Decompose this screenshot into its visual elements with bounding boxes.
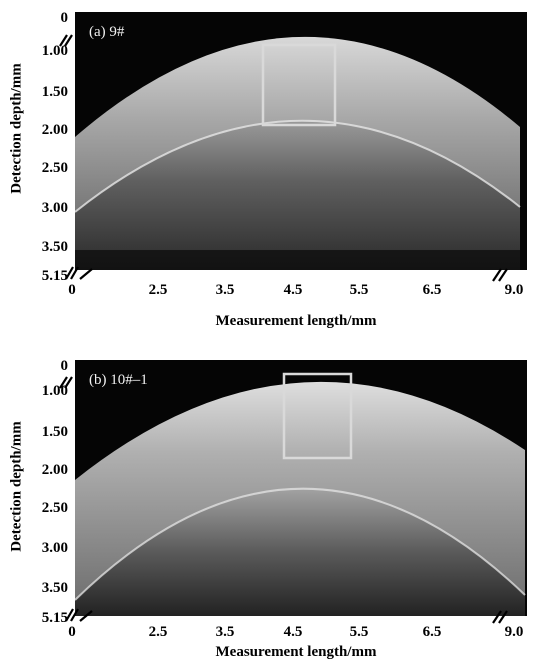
y-axis-label-a: Detection depth/mm: [8, 63, 25, 194]
tissue-lower-layer-a: [75, 120, 520, 270]
panel-label-a: (a) 9#: [89, 24, 125, 40]
oct-scan-image-a: (a) 9#: [75, 12, 527, 270]
x-tick-label-b: 2.5: [148, 624, 168, 640]
axis-break-mark: [65, 266, 93, 280]
layer-boundary-b: [75, 487, 526, 601]
tissue-lower-layer-b: [75, 488, 525, 616]
y-tick-label-a: 1.50: [41, 84, 68, 100]
y-tick-label-b: 0: [60, 358, 69, 374]
x-tick-label-a: 4.5: [283, 282, 303, 298]
figure-panel-b: (b) 10#–1 Detection depth/mm 0 1.00 1.50…: [0, 352, 535, 666]
y-tick-label-a: 0: [60, 10, 69, 26]
x-tick-label-a: 5.5: [349, 282, 369, 298]
y-tick-label-a: 2.50: [41, 160, 68, 176]
y-tick-label-a: 3.50: [41, 239, 68, 255]
x-tick-label-a: 2.5: [148, 282, 168, 298]
y-tick-label-b: 3.00: [41, 540, 68, 556]
oct-scan-graphic-b: [75, 372, 526, 616]
x-tick-label-a: 6.5: [422, 282, 442, 298]
layer-boundary-a: [75, 119, 521, 213]
figure-panel-a: (a) 9# Detection depth/mm 0 1.00 1.50 2.…: [8, 10, 527, 329]
axis-break-mark: [59, 376, 73, 389]
x-tick-label-b: 0: [68, 624, 76, 640]
y-tick-label-a: 5.15: [41, 268, 68, 284]
roi-box-a: [261, 43, 337, 127]
axis-break-mark: [65, 608, 93, 622]
y-tick-label-a: 1.00: [41, 43, 68, 59]
x-tick-label-a: 0: [68, 282, 76, 298]
y-tick-label-b: 5.15: [41, 610, 68, 626]
x-tick-label-b: 3.5: [215, 624, 235, 640]
roi-box-b: [282, 372, 353, 460]
axis-break-mark: [492, 610, 508, 624]
y-tick-label-a: 2.00: [41, 122, 68, 138]
y-tick-label-b: 2.50: [41, 500, 68, 516]
oct-scan-graphic-a: [75, 37, 527, 270]
y-tick-label-b: 3.50: [41, 580, 68, 596]
x-tick-label-b: 6.5: [422, 624, 442, 640]
x-tick-label-a: 3.5: [215, 282, 235, 298]
y-tick-label-b: 1.50: [41, 424, 68, 440]
y-tick-label-b: 2.00: [41, 462, 68, 478]
x-tick-label-a: 9.0: [504, 282, 524, 298]
axis-break-mark: [492, 268, 508, 282]
y-tick-label-a: 3.00: [41, 200, 68, 216]
x-tick-label-b: 4.5: [283, 624, 303, 640]
axis-break-mark: [59, 34, 73, 47]
panel-label-b: (b) 10#–1: [89, 372, 148, 388]
y-axis-label-b: Detection depth/mm: [8, 421, 25, 552]
oct-scan-image-b: (b) 10#–1: [75, 360, 527, 616]
x-axis-label-a: Measurement length/mm: [215, 313, 377, 329]
x-tick-label-b: 5.5: [349, 624, 369, 640]
x-axis-label-b: Measurement length/mm: [215, 644, 377, 660]
x-tick-label-b: 9.0: [504, 624, 524, 640]
